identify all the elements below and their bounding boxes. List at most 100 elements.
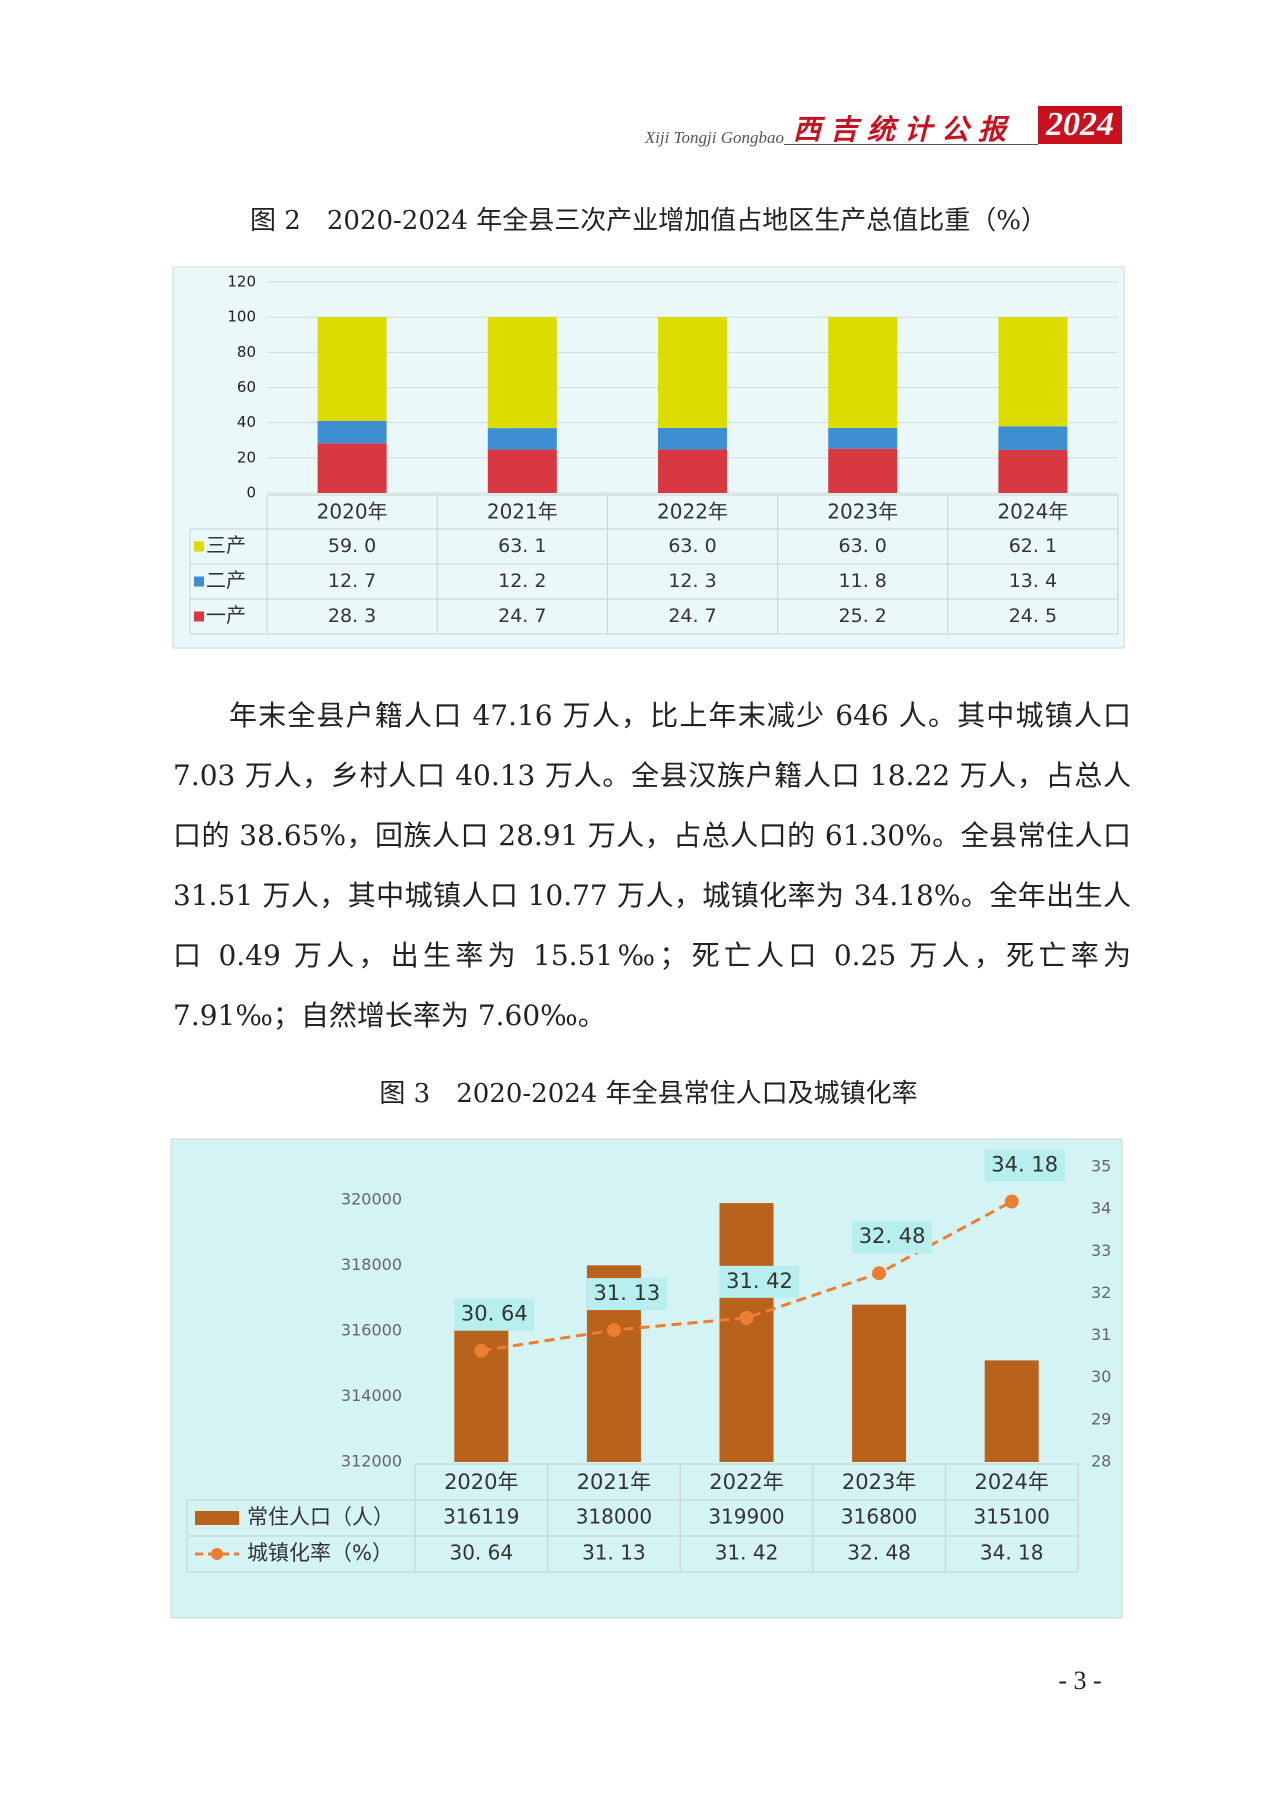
y2-tick-label: 30 [1091,1367,1111,1386]
bar [317,317,387,421]
x-tick-label: 2022年 [709,1470,783,1494]
bar [658,427,727,450]
table-value: 315100 [974,1505,1050,1529]
body-paragraph: 年末全县户籍人口 47.16 万人，比上年末减少 646 人。其中城镇人口 7.… [173,699,1131,1032]
y-tick-label: 312000 [341,1452,402,1471]
table-value: 28. 3 [328,605,376,627]
table-value: 34. 18 [980,1541,1044,1565]
y-tick-label: 314000 [341,1386,402,1405]
data-label: 31. 13 [594,1281,661,1305]
line-point [474,1343,489,1358]
header-rule [784,144,1038,145]
bar [828,317,898,428]
bar [317,420,387,444]
bar [658,449,727,493]
page-number: - 3 - [1058,1666,1102,1695]
bar [998,317,1068,427]
legend-swatch [195,1511,239,1525]
legend-label: 二产 [206,568,246,592]
x-tick-label: 2024年 [997,500,1068,524]
legend-swatch [194,611,204,622]
y-tick-label: 20 [237,448,256,466]
line-point [1004,1194,1019,1209]
table-value: 11. 8 [839,570,887,592]
y-tick-label: 0 [246,484,256,502]
legend-label: 三产 [206,533,246,557]
y-tick-label: 100 [227,308,256,326]
data-label: 31. 42 [726,1269,793,1293]
y2-tick-label: 35 [1091,1157,1111,1176]
y2-tick-label: 34 [1091,1199,1111,1218]
table-value: 31. 13 [582,1541,646,1565]
table-value: 30. 64 [449,1541,513,1565]
table-value: 62. 1 [1009,535,1057,557]
table-value: 12. 2 [498,570,546,592]
x-tick-label: 2024年 [974,1470,1048,1494]
data-label-box [454,1298,535,1331]
table-value: 59. 0 [328,535,376,557]
bar [317,443,387,493]
table-value: 24. 7 [498,605,546,627]
table-value: 12. 3 [668,570,716,592]
legend-label: 一产 [206,603,246,627]
data-label-box [984,1149,1065,1182]
table-value: 12. 7 [328,570,376,592]
x-tick-label: 2022年 [657,500,728,524]
bar [852,1304,907,1462]
table-value: 24. 5 [1009,605,1057,627]
table-value: 316119 [443,1505,519,1529]
legend-label: 常住人口（人） [247,1505,394,1529]
table-value: 31. 42 [715,1541,779,1565]
x-tick-label: 2021年 [487,500,558,524]
table-value: 13. 4 [1009,570,1057,592]
line-point [872,1266,887,1281]
data-label: 34. 18 [991,1153,1058,1177]
bar [487,428,557,450]
data-label: 30. 64 [461,1302,528,1326]
legend-swatch [194,541,204,552]
header-year: 2024 [1038,106,1122,144]
x-tick-label: 2023年 [842,1470,916,1494]
line-point [606,1323,621,1338]
table-value: 318000 [576,1505,652,1529]
y-tick-label: 80 [237,343,256,361]
data-label-box [852,1221,933,1254]
y-tick-label: 320000 [341,1189,402,1208]
y-tick-label: 318000 [341,1255,402,1274]
legend-swatch [194,576,204,587]
bar [984,1360,1039,1462]
x-tick-label: 2020年 [317,500,388,524]
data-label-box [586,1278,667,1311]
table-value: 32. 48 [847,1541,911,1565]
figure-title: 图 3 2020-2024 年全县常住人口及城镇化率 [379,1079,918,1109]
data-label-box [719,1265,800,1298]
y2-tick-label: 31 [1091,1325,1111,1344]
y-tick-label: 316000 [341,1320,402,1339]
x-tick-label: 2020年 [444,1470,518,1494]
header-subtitle: Xiji Tongji Gongbao [644,128,784,147]
y2-tick-label: 29 [1091,1409,1111,1428]
y-tick-label: 60 [237,378,256,396]
table-value: 63. 0 [668,535,716,557]
bar [719,1203,774,1462]
x-tick-label: 2021年 [577,1470,651,1494]
y-tick-label: 40 [237,413,256,431]
y2-tick-label: 28 [1091,1452,1111,1471]
y2-tick-label: 32 [1091,1283,1111,1302]
table-value: 319900 [708,1505,784,1529]
bar [828,448,898,493]
bar [828,427,898,449]
data-label: 32. 48 [859,1224,926,1248]
table-value: 63. 1 [498,535,546,557]
chart-background [170,1138,1123,1619]
header-title: 西吉统计公报 [793,113,1016,146]
figure-title: 图 2 2020-2024 年全县三次产业增加值占地区生产总值比重（%） [250,206,1047,236]
x-tick-label: 2023年 [827,500,898,524]
table-value: 24. 7 [668,605,716,627]
line-point [739,1310,754,1325]
table-value: 25. 2 [839,605,887,627]
bar [487,449,557,493]
bar [487,317,557,429]
